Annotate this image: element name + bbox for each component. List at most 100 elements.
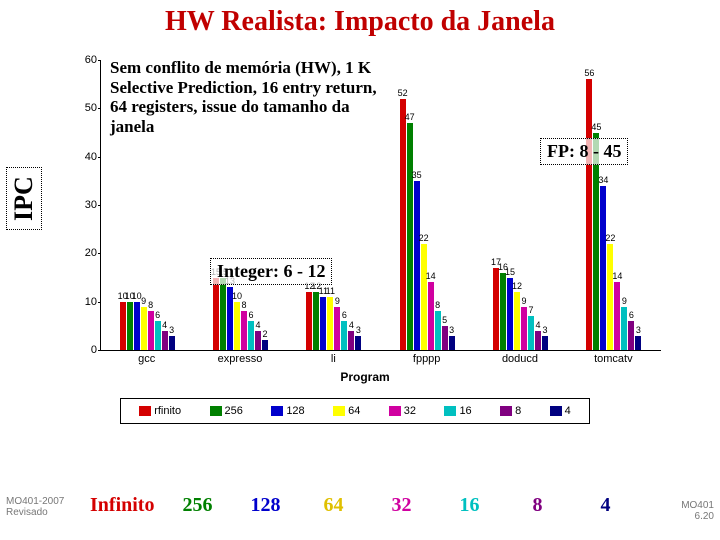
series-color-row: Infinito25612864321684 (90, 494, 630, 517)
bar-value-label: 9 (618, 296, 630, 306)
bar (220, 278, 226, 351)
legend-item: rfinito (139, 405, 181, 417)
bar-value-label: 15 (504, 267, 516, 277)
y-tick-label: 50 (77, 102, 97, 114)
color-row-item: 4 (580, 494, 630, 517)
legend-label: 4 (565, 405, 571, 417)
bar-value-label: 3 (352, 325, 364, 335)
bar (500, 273, 506, 350)
legend-label: 128 (286, 405, 304, 417)
footer-text: 6.20 (695, 511, 714, 522)
bar-value-label: 14 (425, 271, 437, 281)
legend-label: 256 (225, 405, 243, 417)
bar-value-label: 10 (231, 291, 243, 301)
bar-value-label: 4 (252, 320, 264, 330)
footer-text: MO401 (681, 500, 714, 511)
legend-item: 64 (333, 405, 360, 417)
bar-value-label: 3 (446, 325, 458, 335)
bar-value-label: 3 (166, 325, 178, 335)
bar (169, 336, 175, 351)
legend-swatch (139, 406, 151, 416)
bar (414, 181, 420, 350)
bar-value-label: 3 (632, 325, 644, 335)
bar-value-label: 22 (418, 233, 430, 243)
bar-value-label: 9 (331, 296, 343, 306)
bar-value-label: 56 (583, 68, 595, 78)
bar-value-label: 11 (324, 286, 336, 296)
legend-label: 16 (459, 405, 471, 417)
x-axis-label: Program (70, 370, 660, 384)
footer-text: Revisado (6, 507, 48, 518)
bar-value-label: 5 (439, 315, 451, 325)
bar (600, 186, 606, 350)
bar (306, 292, 312, 350)
legend-item: 256 (210, 405, 243, 417)
chart-legend: rfinito 256 128 64 32 16 8 4 (120, 398, 590, 424)
bar (421, 244, 427, 350)
bar (428, 282, 434, 350)
color-row-item: 8 (512, 494, 562, 517)
color-row-item: 128 (240, 494, 290, 517)
legend-swatch (550, 406, 562, 416)
category-label: tomcatv (567, 353, 660, 365)
bar (262, 340, 268, 350)
bar-value-label: 34 (597, 175, 609, 185)
bar-value-label: 3 (539, 325, 551, 335)
bar (449, 336, 455, 351)
legend-item: 128 (271, 405, 304, 417)
y-tick-label: 30 (77, 199, 97, 211)
bar-value-label: 14 (611, 271, 623, 281)
bar (586, 79, 592, 350)
color-row-item: 16 (444, 494, 494, 517)
y-tick-label: 10 (77, 296, 97, 308)
y-tick-label: 40 (77, 151, 97, 163)
bar-value-label: 8 (432, 300, 444, 310)
bar-value-label: 6 (338, 310, 350, 320)
category-label: expresso (193, 353, 286, 365)
category-label: gcc (100, 353, 193, 365)
bar (320, 297, 326, 350)
legend-label: 32 (404, 405, 416, 417)
legend-label: 64 (348, 405, 360, 417)
legend-swatch (271, 406, 283, 416)
bar-value-label: 52 (397, 88, 409, 98)
legend-swatch (210, 406, 222, 416)
y-axis-label: IPC (6, 167, 42, 230)
bar (400, 99, 406, 350)
bar (635, 336, 641, 351)
bar (614, 282, 620, 350)
bar (141, 307, 147, 351)
legend-swatch (333, 406, 345, 416)
legend-label: rfinito (154, 405, 181, 417)
bar (355, 336, 361, 351)
bar (407, 123, 413, 350)
color-row-item: 32 (376, 494, 426, 517)
bar-value-label: 2 (259, 329, 271, 339)
legend-label: 8 (515, 405, 521, 417)
legend-item: 32 (389, 405, 416, 417)
bar-value-label: 45 (590, 122, 602, 132)
footer-text: MO401-2007 (6, 496, 64, 507)
legend-swatch (389, 406, 401, 416)
bar-value-label: 9 (518, 296, 530, 306)
bar (127, 302, 133, 350)
category-label: doducd (473, 353, 566, 365)
bar-value-label: 6 (625, 310, 637, 320)
bar-value-label: 12 (511, 281, 523, 291)
legend-item: 8 (500, 405, 521, 417)
bar-value-label: 22 (604, 233, 616, 243)
bar (593, 133, 599, 351)
fp-callout: FP: 8 - 45 (540, 138, 628, 165)
legend-swatch (444, 406, 456, 416)
bar-value-label: 8 (145, 300, 157, 310)
bar (213, 278, 219, 351)
integer-callout: Integer: 6 - 12 (210, 258, 332, 285)
bar (493, 268, 499, 350)
bar (120, 302, 126, 350)
description-text: Sem conflito de memória (HW), 1 K Select… (110, 58, 390, 136)
bar-value-label: 7 (525, 305, 537, 315)
bar-value-label: 6 (152, 310, 164, 320)
page-title: HW Realista: Impacto da Janela (0, 6, 720, 38)
legend-item: 4 (550, 405, 571, 417)
bar (607, 244, 613, 350)
